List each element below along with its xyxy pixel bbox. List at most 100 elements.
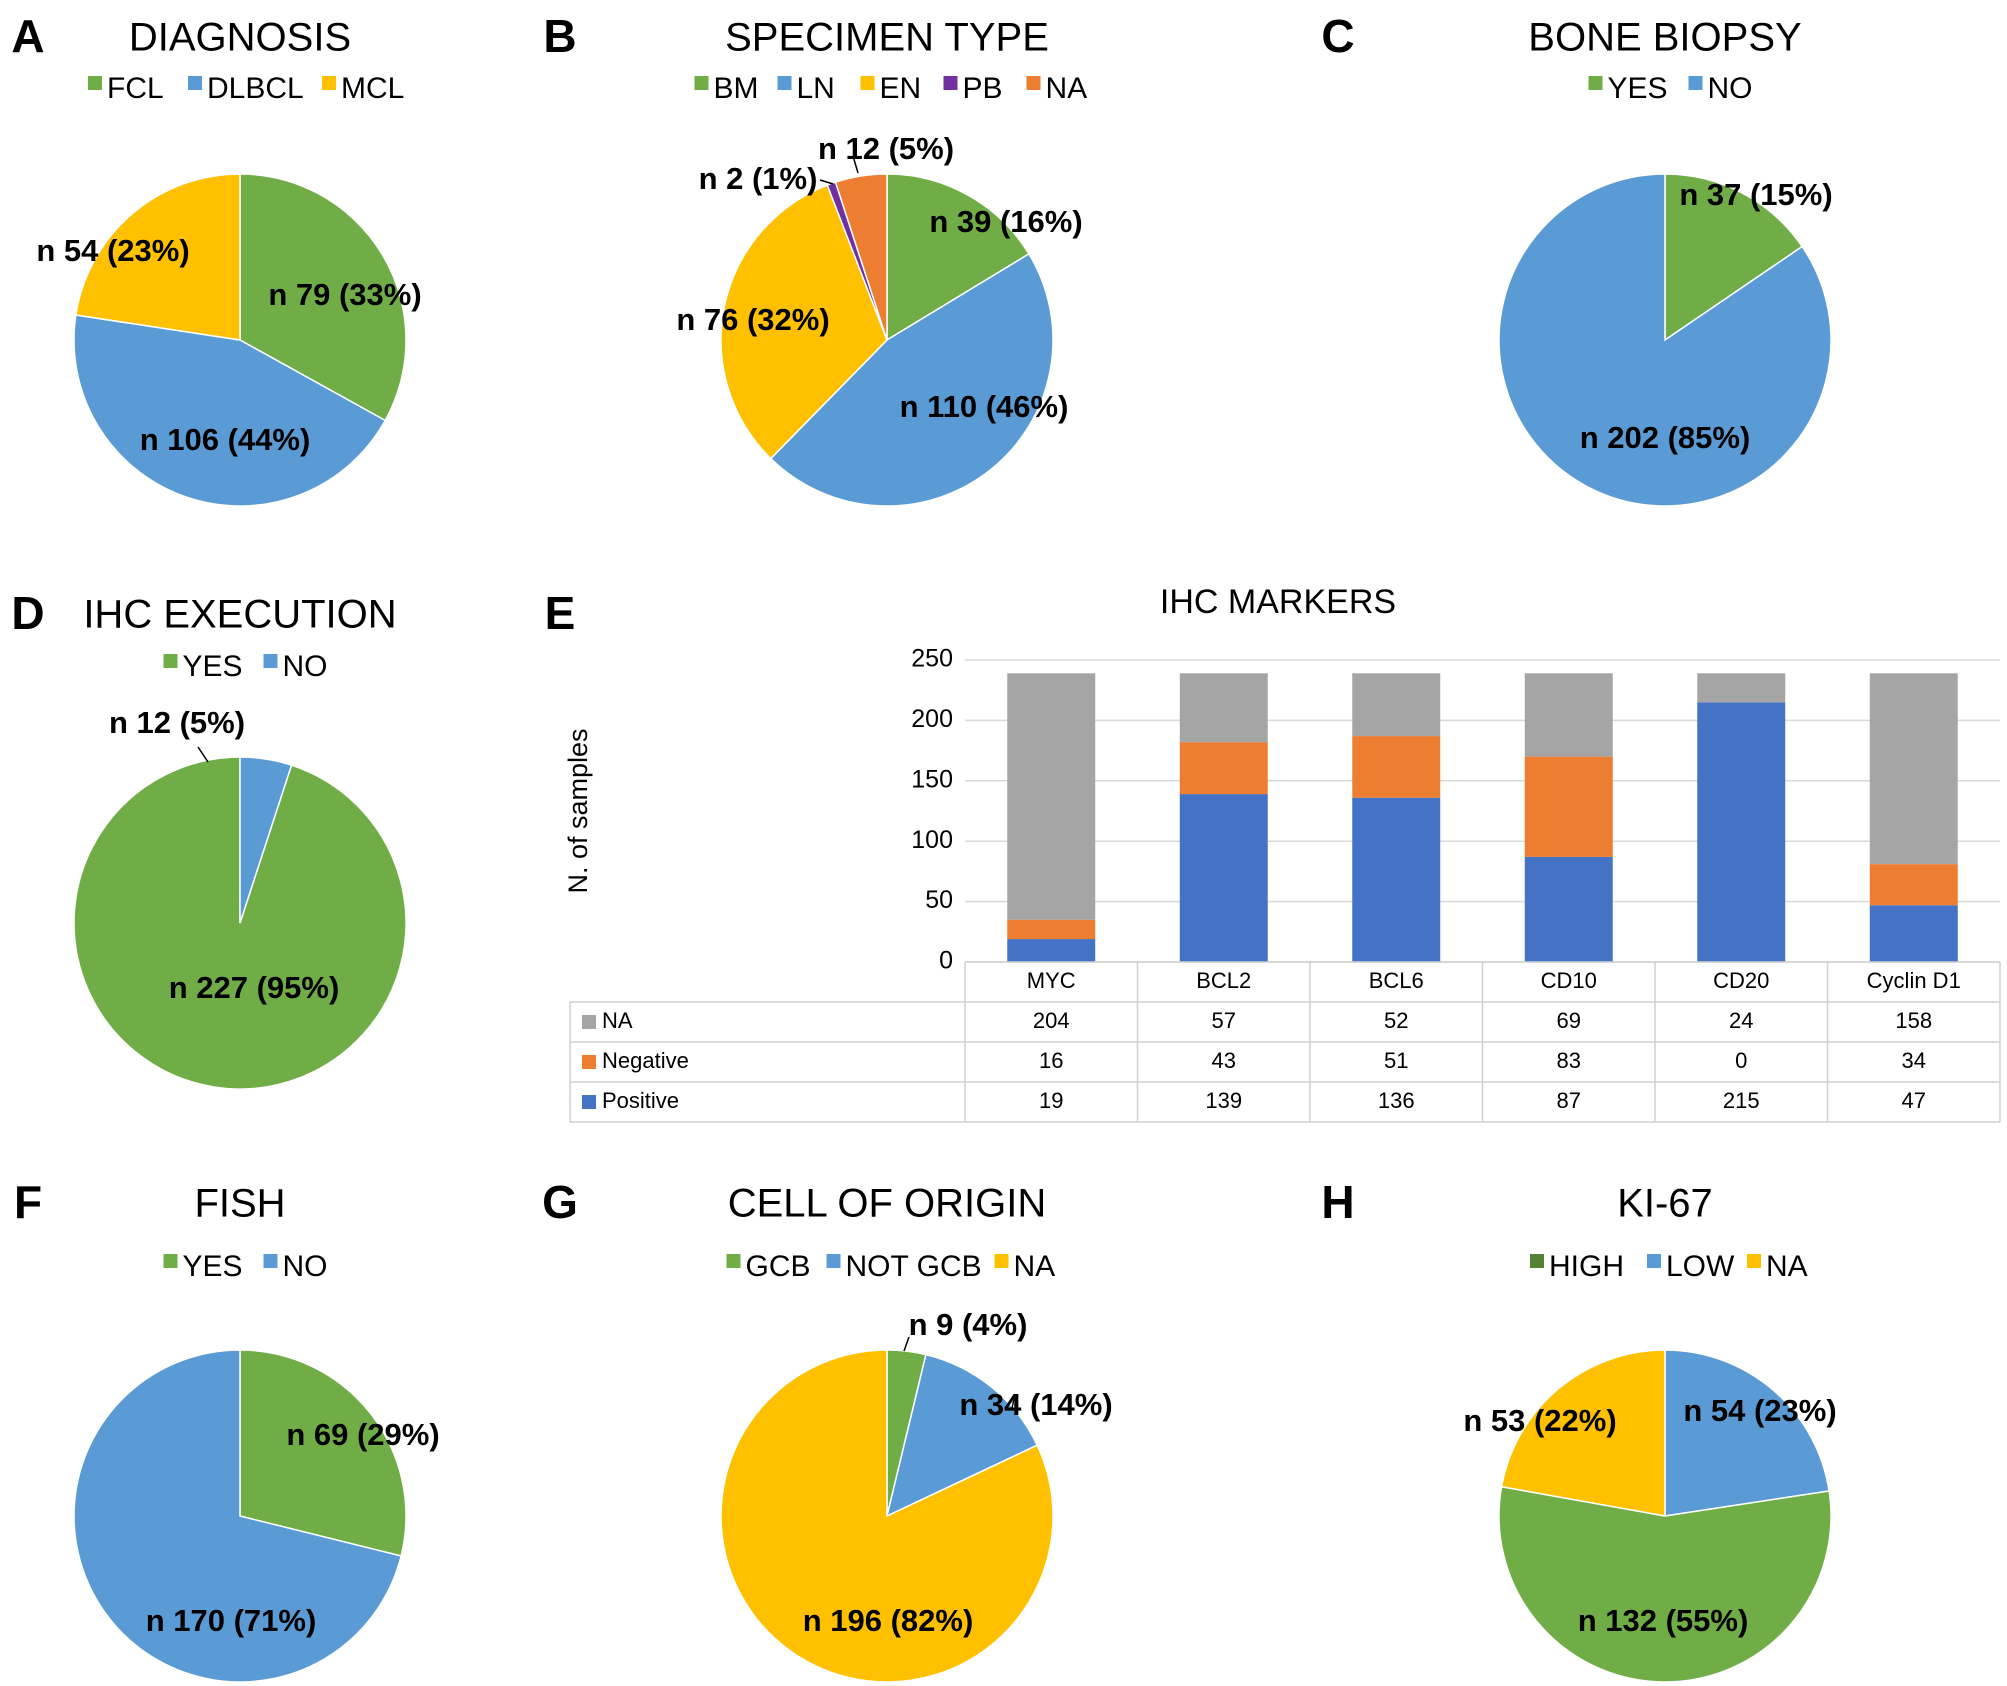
- table-row-label-positive: Positive: [602, 1088, 679, 1113]
- table-cell-negative-myc: 16: [1039, 1048, 1063, 1073]
- panel-d: D IHC EXECUTION YES NO n 227 (95%) n 12 (5%): [11, 587, 407, 1090]
- legend-swatch-low: [1647, 1254, 1661, 1268]
- slice-label-low: n 54 (23%): [1683, 1393, 1836, 1428]
- legend-swatch-not-gcb: [826, 1254, 841, 1268]
- legend-label-no: NO: [1708, 72, 1753, 105]
- pie-slice-en: [720, 184, 888, 460]
- panel-f: F FISH YES NO n 69 (29%) n 170 (71%): [14, 1176, 440, 1683]
- table-cell-na-bcl2: 57: [1212, 1008, 1236, 1033]
- table-cell-na-cyclin-d1: 158: [1895, 1008, 1932, 1033]
- panel-b: B SPECIMEN TYPE BM LN EN PB NA n 39 (16%) n 110 …: [543, 10, 1087, 507]
- bar-bcl6-positive: [1352, 797, 1441, 962]
- chart-title: FISH: [194, 1182, 285, 1226]
- legend-swatch-yes: [163, 654, 178, 668]
- legend-label-bm: BM: [714, 72, 759, 105]
- bar-cyclin-d1-positive: [1869, 905, 1958, 962]
- slice-label-en: n 76 (32%): [676, 302, 829, 337]
- bar-cyclin-d1-negative: [1869, 864, 1958, 906]
- bar-cd20-na: [1697, 673, 1786, 703]
- bar-myc-na: [1007, 673, 1096, 920]
- panel-c: C BONE BIOPSY YES NO n 37 (15%) n 202 (85%): [1321, 10, 1833, 507]
- panel-g: G CELL OF ORIGIN GCB NOT GCB NA n 9 (4%) n 34 …: [542, 1176, 1113, 1683]
- table-cell-positive-cyclin-d1: 47: [1902, 1088, 1926, 1113]
- pie-slice-low: [1664, 1349, 1830, 1517]
- legend-label-mcl: MCL: [341, 72, 404, 105]
- pie-slice-na: [834, 173, 888, 341]
- pie-slice-yes: [239, 1349, 407, 1557]
- legend-swatch-fcl: [88, 76, 102, 90]
- slice-label-dlbcl: n 106 (44%): [140, 422, 311, 457]
- legend-swatch-yes: [1588, 76, 1603, 90]
- y-tick-label: 50: [925, 886, 953, 914]
- pie-slice-high: [1498, 1485, 1832, 1683]
- bar-myc-positive: [1007, 939, 1096, 962]
- bar-cd20-positive: [1697, 702, 1786, 962]
- legend-label-not-gcb: NOT GCB: [846, 1250, 982, 1283]
- legend-label-dlbcl: DLBCL: [207, 72, 304, 105]
- pie-slice-yes: [1664, 173, 1804, 342]
- bar-myc-negative: [1007, 919, 1096, 940]
- legend-swatch-yes: [163, 1254, 178, 1268]
- chart-title: KI-67: [1617, 1182, 1713, 1226]
- bar-cd10-negative: [1524, 756, 1613, 857]
- pie-slice-no: [73, 1349, 403, 1683]
- category-label-bcl2: BCL2: [1196, 968, 1251, 993]
- legend-label-yes: YES: [183, 1250, 243, 1283]
- panel-letter: D: [11, 587, 44, 639]
- table-cell-positive-cd10: 87: [1557, 1088, 1581, 1113]
- table-swatch-na: [582, 1015, 596, 1029]
- legend-label-yes: YES: [1608, 72, 1668, 105]
- table-cell-negative-cd10: 83: [1557, 1048, 1581, 1073]
- slice-label-yes: n 69 (29%): [286, 1417, 439, 1452]
- table-row-label-negative: Negative: [602, 1048, 689, 1073]
- legend-label-yes: YES: [183, 650, 243, 683]
- leader-line-no: [197, 746, 209, 763]
- slice-label-yes: n 227 (95%): [169, 970, 340, 1005]
- legend-swatch-no: [1688, 76, 1703, 90]
- legend-label-na: NA: [1014, 1250, 1056, 1283]
- panel-letter: E: [545, 587, 576, 639]
- slice-label-no: n 170 (71%): [146, 1603, 317, 1638]
- table-cell-negative-cd20: 0: [1735, 1048, 1747, 1073]
- category-label-cd20: CD20: [1713, 968, 1769, 993]
- panel-letter: A: [11, 10, 44, 62]
- bar-cd10-positive: [1524, 856, 1613, 962]
- slice-label-gcb: n 9 (4%): [909, 1307, 1028, 1342]
- panel-letter: H: [1321, 1176, 1354, 1228]
- legend-label-no: NO: [283, 650, 328, 683]
- legend-swatch-en: [860, 76, 875, 90]
- legend-swatch-na: [1747, 1254, 1761, 1268]
- legend-swatch-pb: [943, 76, 958, 90]
- pie-slice-dlbcl: [73, 314, 387, 507]
- legend-label-fcl: FCL: [107, 72, 164, 105]
- y-tick-label: 100: [911, 826, 953, 854]
- legend-label-no: NO: [283, 1250, 328, 1283]
- bar-cyclin-d1-na: [1869, 673, 1958, 865]
- legend-swatch-no: [263, 1254, 278, 1268]
- leader-line-not-gcb: [1011, 1394, 1016, 1409]
- slice-label-bm: n 39 (16%): [929, 204, 1082, 239]
- legend-label-low: LOW: [1666, 1250, 1735, 1283]
- category-label-cd10: CD10: [1541, 968, 1597, 993]
- pie-slice-ln: [769, 252, 1054, 507]
- pie-slice-no: [1498, 173, 1832, 507]
- pie-slice-not-gcb: [885, 1353, 1039, 1518]
- panel-letter: F: [14, 1176, 42, 1228]
- legend-label-pb: PB: [963, 72, 1003, 105]
- legend-label-gcb: GCB: [746, 1250, 811, 1283]
- pie-slice-na: [720, 1349, 1054, 1683]
- slice-label-high: n 132 (55%): [1578, 1603, 1749, 1638]
- table-cell-negative-cyclin-d1: 34: [1902, 1048, 1926, 1073]
- pie-slice-fcl: [239, 173, 407, 422]
- leader-line-na: [852, 155, 859, 174]
- table-cell-na-cd10: 69: [1557, 1008, 1581, 1033]
- slice-label-pb: n 2 (1%): [699, 161, 818, 196]
- legend-label-en: EN: [880, 72, 922, 105]
- chart-title: SPECIMEN TYPE: [725, 16, 1049, 60]
- legend-swatch-na: [1026, 76, 1041, 90]
- leader-line-gcb: [903, 1336, 910, 1352]
- slice-label-no: n 12 (5%): [109, 705, 245, 740]
- slice-label-yes: n 37 (15%): [1679, 177, 1832, 212]
- legend-swatch-high: [1530, 1254, 1544, 1268]
- slice-label-no: n 202 (85%): [1580, 420, 1751, 455]
